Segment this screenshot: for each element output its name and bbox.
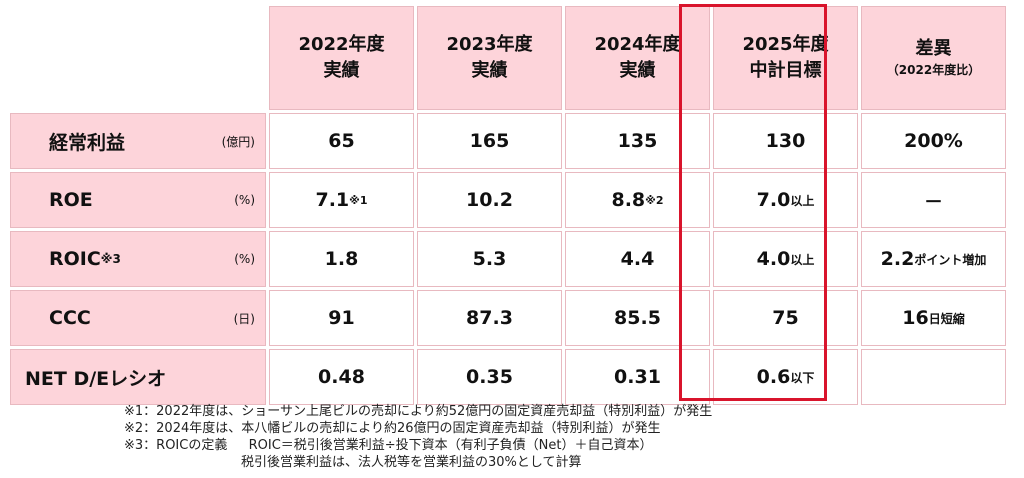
row-label-note: ※3 [100,252,121,266]
value-cell: 4.4 [565,231,710,287]
kpi-table: 2022年度 実績 2023年度 実績 2024年度 実績 2025年度 中計目… [10,6,1006,405]
header-year: 2023年度 [446,33,533,55]
value-cell: 8.8 ※2 [565,172,710,228]
row-unit: (%) [234,193,255,207]
value-cell: 16 日短縮 [861,290,1006,346]
value-main: － [923,190,943,213]
row-label-ccc: CCC (日) [10,290,266,346]
value-cell: 7.1 ※1 [269,172,414,228]
header-type: 中計目標 [749,60,822,81]
header-difference: 差異 （2022年度比） [861,6,1006,110]
value-note: ※1 [349,193,368,207]
value-suffix: 以上 [790,193,815,208]
row-label-text: ROIC [49,248,101,270]
value-cell: 7.0 以上 [713,172,858,228]
value-cell: 165 [417,113,562,169]
value-cell: 2.2 ポイント増加 [861,231,1006,287]
corner-cell [10,6,266,110]
row-label-text: ROE [49,189,93,211]
value-main: 65 [328,130,355,152]
value-main: 4.0 [756,248,791,270]
value-main: 2.2 [880,248,915,270]
header-year: 2022年度 [298,33,385,55]
value-main: 8.8 [611,189,646,211]
row-label-net-de-ratio: NET D/Eレシオ [10,349,266,405]
value-main: 75 [772,307,799,329]
header-year: 2024年度 [594,33,681,55]
footnote-3: ※3：ROICの定義 ROIC＝税引後営業利益÷投下資本（有利子負債（Net）＋… [124,438,653,453]
footnote-2: ※2：2024年度は、本八幡ビルの売却により約26億円の固定資産売却益（特別利益… [124,421,661,436]
row-label-ordinary-profit: 経常利益 (億円) [10,113,266,169]
value-cell: 10.2 [417,172,562,228]
value-main: 10.2 [466,189,513,211]
header-type: 実績 [471,60,508,81]
value-cell: 85.5 [565,290,710,346]
value-main: 0.31 [614,366,661,388]
row-label-text: CCC [49,307,91,329]
footnotes: ※1：2022年度は、ショーサン上尾ビルの売却により約52億円の固定資産売却益（… [124,403,712,471]
value-main: 165 [469,130,510,152]
value-cell: 200% [861,113,1006,169]
value-main: 7.0 [756,189,791,211]
value-main: 7.1 [315,189,350,211]
value-cell: 87.3 [417,290,562,346]
value-main: 85.5 [614,307,661,329]
value-main: 1.8 [324,248,359,270]
header-2024: 2024年度 実績 [565,6,710,110]
value-main: 135 [617,130,658,152]
value-main: 16 [902,307,929,329]
value-main: 5.3 [472,248,507,270]
value-main: 0.35 [466,366,513,388]
value-main: 4.4 [620,248,655,270]
value-cell: 5.3 [417,231,562,287]
value-cell: 75 [713,290,858,346]
value-cell: － [861,172,1006,228]
header-2022: 2022年度 実績 [269,6,414,110]
value-cell: 0.6 以下 [713,349,858,405]
header-type: 実績 [619,60,656,81]
value-main: 130 [765,130,806,152]
value-cell: 91 [269,290,414,346]
value-cell: 0.31 [565,349,710,405]
row-unit: (日) [233,311,255,326]
value-main: 91 [328,307,355,329]
value-suffix: 日短縮 [928,311,965,326]
header-2023: 2023年度 実績 [417,6,562,110]
value-cell: 4.0 以上 [713,231,858,287]
row-label-text: NET D/Eレシオ [25,367,167,390]
value-cell: 65 [269,113,414,169]
value-cell: 130 [713,113,858,169]
value-cell: 1.8 [269,231,414,287]
header-title: 差異 [915,38,952,60]
row-label-roe: ROE (%) [10,172,266,228]
row-unit: (億円) [221,134,255,149]
value-main: 200% [904,130,963,152]
value-note: ※2 [645,193,664,207]
value-cell: 0.35 [417,349,562,405]
value-suffix: ポイント増加 [914,252,987,267]
value-cell: 0.48 [269,349,414,405]
value-suffix: 以上 [790,252,815,267]
row-unit: (%) [234,252,255,266]
value-suffix: 以下 [790,370,815,385]
header-type: 実績 [323,60,360,81]
header-year: 2025年度 [742,33,829,55]
value-main: 0.6 [756,366,791,388]
row-label-roic: ROIC ※3 (%) [10,231,266,287]
value-cell: 135 [565,113,710,169]
row-label-text: 経常利益 [49,131,126,154]
header-subtitle: （2022年度比） [886,63,981,78]
value-cell [861,349,1006,405]
value-main: 87.3 [466,307,513,329]
footnote-3-cont: 税引後営業利益は、法人税等を営業利益の30%として計算 [124,455,582,470]
footnote-1: ※1：2022年度は、ショーサン上尾ビルの売却により約52億円の固定資産売却益（… [124,404,713,419]
value-main: 0.48 [318,366,365,388]
header-2025-target: 2025年度 中計目標 [713,6,858,110]
